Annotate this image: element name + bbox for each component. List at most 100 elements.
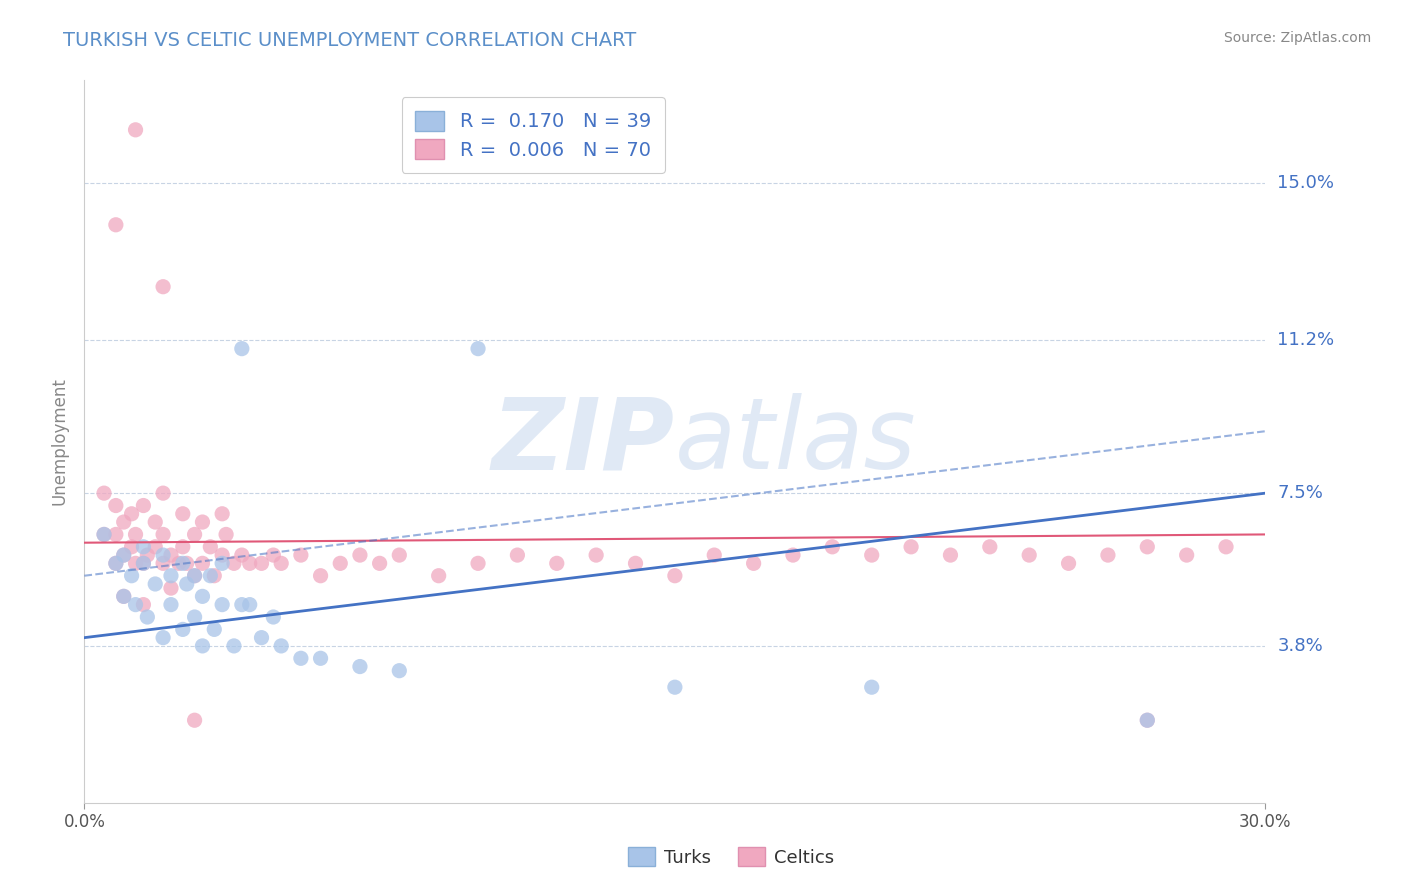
Point [239,598,262,612]
Point [152,527,174,541]
Point [93,486,115,500]
Point [979,540,1001,554]
Point [191,590,214,604]
Point [152,279,174,293]
Point [160,568,183,582]
Point [112,515,135,529]
Point [222,557,245,571]
Point [191,515,214,529]
Point [112,590,135,604]
Point [136,610,159,624]
Text: 15.0%: 15.0% [1277,175,1334,193]
Point [624,557,647,571]
Point [152,557,174,571]
Point [143,515,166,529]
Point [506,548,529,562]
Point [176,577,198,591]
Point [262,548,284,562]
Point [860,680,883,694]
Point [167,557,190,571]
Point [215,527,238,541]
Point [124,598,146,612]
Text: 11.2%: 11.2% [1277,332,1334,350]
Point [1018,548,1040,562]
Point [104,527,127,541]
Point [742,557,765,571]
Point [211,548,233,562]
Point [270,557,292,571]
Point [1136,713,1159,727]
Point [250,557,273,571]
Point [239,557,262,571]
Point [222,639,245,653]
Text: ZIP: ZIP [492,393,675,490]
Point [231,548,253,562]
Point [112,548,135,562]
Point [160,598,183,612]
Point [1136,540,1159,554]
Point [104,557,127,571]
Point [200,540,222,554]
Point [172,540,194,554]
Point [183,568,205,582]
Point [183,527,205,541]
Point [388,664,411,678]
Point [290,548,312,562]
Point [132,540,155,554]
Point [124,527,146,541]
Point [93,527,115,541]
Point [200,568,222,582]
Point [329,557,352,571]
Point [211,557,233,571]
Point [183,610,205,624]
Text: 7.5%: 7.5% [1277,484,1323,502]
Point [104,557,127,571]
Point [309,568,332,582]
Point [900,540,922,554]
Point [121,568,143,582]
Point [124,557,146,571]
Point [183,713,205,727]
Point [112,590,135,604]
Text: TURKISH VS CELTIC UNEMPLOYMENT CORRELATION CHART: TURKISH VS CELTIC UNEMPLOYMENT CORRELATI… [63,31,637,50]
Point [143,540,166,554]
Point [121,540,143,554]
Point [262,610,284,624]
Point [132,557,155,571]
Point [132,499,155,513]
Point [860,548,883,562]
Point [143,577,166,591]
Point [121,507,143,521]
Point [172,557,194,571]
Point [664,568,686,582]
Point [104,499,127,513]
Point [183,568,205,582]
Point [309,651,332,665]
Point [104,218,127,232]
Y-axis label: Unemployment: Unemployment [51,377,69,506]
Point [176,557,198,571]
Point [231,598,253,612]
Point [585,548,607,562]
Point [211,598,233,612]
Point [152,631,174,645]
Point [388,548,411,562]
Point [152,486,174,500]
Point [191,557,214,571]
Point [467,557,489,571]
Point [1215,540,1237,554]
Point [231,342,253,356]
Text: atlas: atlas [675,393,917,490]
Point [546,557,568,571]
Point [136,548,159,562]
Point [172,623,194,637]
Point [112,548,135,562]
Point [368,557,391,571]
Point [467,342,489,356]
Point [1136,713,1159,727]
Point [124,123,146,137]
Point [1057,557,1080,571]
Point [250,631,273,645]
Legend: R =  0.170   N = 39, R =  0.006   N = 70: R = 0.170 N = 39, R = 0.006 N = 70 [402,97,665,173]
Point [270,639,292,653]
